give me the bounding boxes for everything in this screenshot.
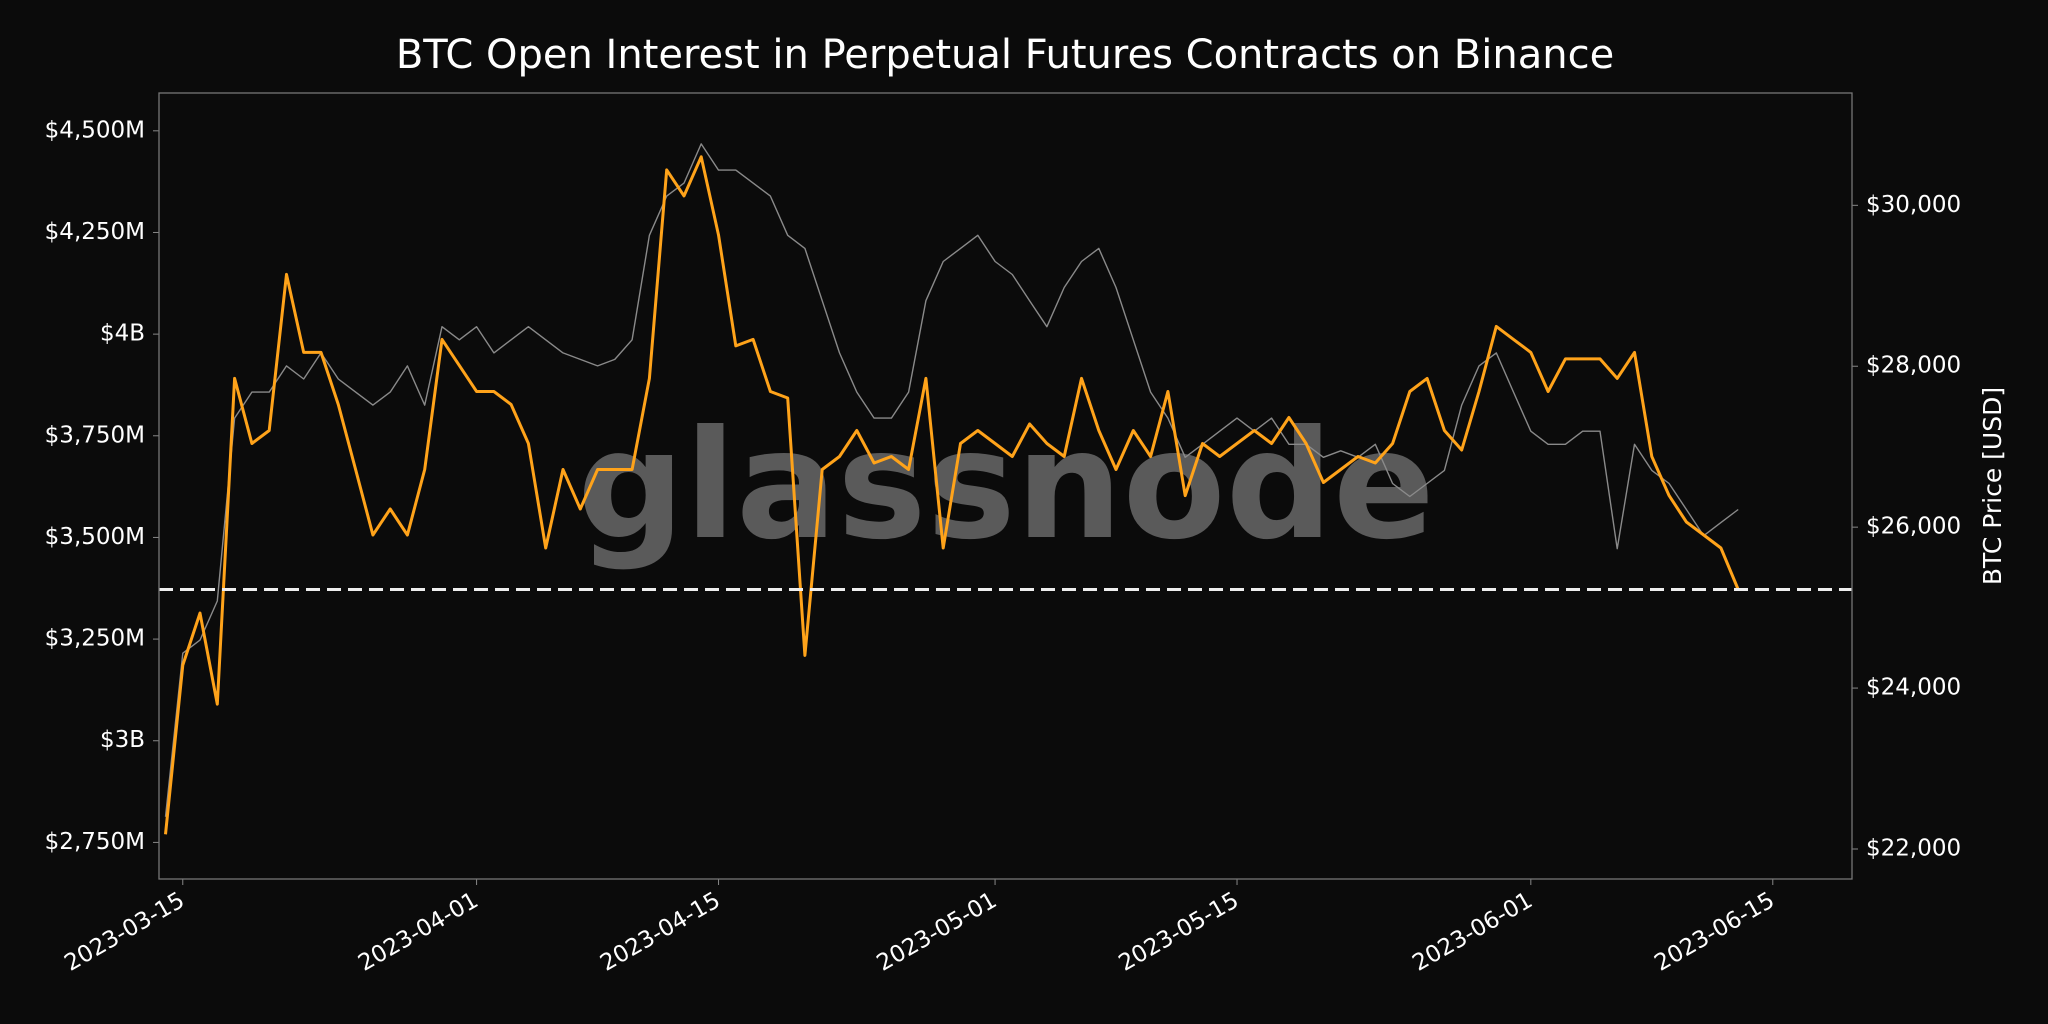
y-tick-label: $3,250M: [45, 626, 145, 652]
watermark: glassnode: [577, 399, 1435, 573]
y-tick-label: $2,750M: [45, 829, 145, 855]
y2-tick-label: $26,000: [1866, 514, 1961, 540]
series-line: [164, 143, 1739, 817]
y2-tick-label: $28,000: [1866, 353, 1961, 379]
series-line: [164, 155, 1740, 835]
y-tick-label: $3,500M: [45, 524, 145, 550]
y2-tick-label: $24,000: [1866, 675, 1961, 701]
y-tick-label: $4,250M: [45, 219, 145, 245]
y-tick-label: $3,750M: [45, 422, 145, 448]
y-tick-label: $4B: [100, 321, 145, 347]
y-tick-label: $3B: [100, 727, 145, 753]
y2-tick-label: $30,000: [1866, 192, 1961, 218]
plot-frame: [158, 92, 1853, 880]
y2-axis-label: BTC Price [USD]: [1978, 387, 2007, 585]
y-tick-label: $4,500M: [45, 117, 145, 143]
y2-tick-label: $22,000: [1866, 835, 1961, 861]
chart-title: BTC Open Interest in Perpetual Futures C…: [396, 32, 1614, 78]
